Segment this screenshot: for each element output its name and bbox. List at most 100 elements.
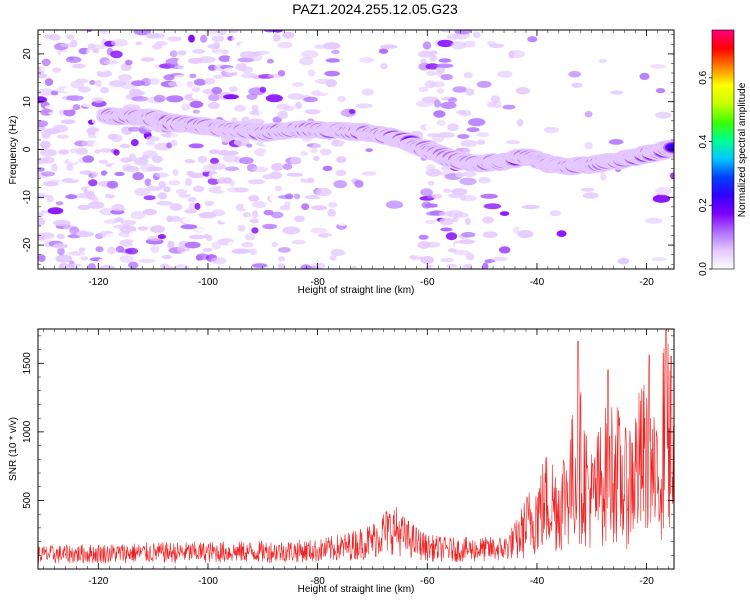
heatmap-cell [351, 265, 358, 269]
colorbar-ticks: 0.0 0.2 0.4 0.6 [698, 70, 712, 276]
heatmap-cell [549, 210, 561, 217]
heatmap-cell [320, 148, 332, 156]
heatmap-cell [341, 26, 352, 30]
heatmap-cell [650, 64, 666, 69]
heatmap-cell [119, 255, 135, 263]
heatmap-cell [65, 194, 78, 200]
heatmap-cell [46, 194, 54, 203]
heatmap-cell [452, 86, 467, 93]
heatmap-cell [243, 30, 261, 34]
heatmap-cell [154, 41, 168, 46]
heatmap-cell [83, 238, 95, 247]
heatmap-cell [424, 219, 437, 224]
heatmap-cell [282, 105, 295, 112]
heatmap-cell [48, 111, 63, 116]
heatmap-cell [307, 69, 315, 77]
heatmap-cell [476, 139, 486, 145]
heatmap-cell [44, 78, 54, 86]
heatmap-cell [213, 41, 220, 49]
spectrogram-x-axis-label: Height of straight line (km) [298, 285, 415, 296]
heatmap-cell [99, 264, 116, 269]
heatmap-cell [79, 170, 93, 175]
heatmap-cell [234, 187, 250, 193]
heatmap-cell [249, 248, 258, 256]
heatmap-cell [436, 119, 446, 126]
heatmap-cell [211, 173, 222, 180]
heatmap-cell [192, 109, 200, 114]
heatmap-cell [324, 70, 340, 77]
heatmap-cell [462, 171, 477, 177]
heatmap-cell [206, 234, 213, 242]
heatmap-cell [422, 41, 432, 50]
heatmap-cell [119, 239, 136, 247]
heatmap-cell [440, 101, 457, 109]
y-tick-label: 20 [22, 48, 33, 60]
heatmap-cell [325, 79, 337, 88]
heatmap-cell [325, 58, 341, 63]
heatmap-cell [380, 44, 398, 49]
heatmap-cell [556, 230, 567, 238]
heatmap-cell [285, 193, 294, 200]
heatmap-cell [279, 205, 291, 211]
heatmap-cell [274, 185, 283, 192]
colorbar-gradient [712, 30, 734, 269]
heatmap-cell [219, 203, 230, 208]
heatmap-cell [608, 139, 624, 145]
heatmap-cell [299, 66, 311, 72]
heatmap-cell [455, 172, 464, 178]
heatmap-cell [258, 108, 266, 116]
colorbar-tick-label: 0.0 [698, 262, 709, 276]
heatmap-cell [223, 67, 241, 73]
heatmap-cell [106, 180, 119, 189]
snr-ticks: -120 -100 -80 -60 -40 -20 500 1000 1500 [22, 329, 674, 587]
heatmap-cell [163, 186, 171, 193]
heatmap-cell [66, 164, 74, 171]
heatmap-cell [38, 167, 45, 172]
heatmap-cell [262, 223, 278, 230]
heatmap-cell [191, 92, 204, 100]
heatmap-cell [436, 63, 454, 69]
heatmap-cell [301, 203, 310, 211]
snr-panel: -120 -100 -80 -60 -40 -20 500 1000 1500 Height o… [8, 328, 675, 595]
heatmap-cell [293, 193, 301, 200]
heatmap-cell [175, 189, 188, 195]
heatmap-cell [38, 30, 48, 33]
heatmap-cell [211, 209, 225, 217]
heatmap-cell [440, 30, 452, 33]
heatmap-cell [111, 163, 125, 170]
heatmap-cell [425, 71, 437, 76]
snr-x-axis-label: Height of straight line (km) [298, 584, 415, 595]
heatmap-cell [57, 25, 73, 30]
heatmap-cell [215, 223, 222, 230]
heatmap-cell [111, 38, 128, 47]
heatmap-cell [174, 264, 190, 269]
heatmap-cell [460, 139, 478, 148]
heatmap-cell [49, 34, 61, 41]
heatmap-cell [271, 30, 284, 33]
heatmap-cell [189, 73, 197, 79]
heatmap-cell [580, 187, 595, 192]
heatmap-cell [247, 179, 265, 185]
heatmap-cell [251, 210, 259, 219]
heatmap-cell [472, 31, 481, 39]
heatmap-cell [87, 201, 105, 209]
heatmap-cell [229, 56, 236, 63]
heatmap-cell [385, 200, 404, 209]
heatmap-cell [94, 164, 101, 173]
heatmap-cell [125, 59, 133, 66]
heatmap-cell [328, 201, 338, 208]
heatmap-cell [598, 58, 608, 63]
heatmap-cell [217, 82, 230, 87]
heatmap-cell [87, 186, 104, 192]
heatmap-cell [40, 156, 55, 164]
heatmap-cell [471, 264, 483, 269]
colorbar: 0.0 0.2 0.4 0.6 Normalized spectral amplitu… [698, 29, 748, 276]
heatmap-cell [168, 180, 181, 186]
heatmap-cell [420, 256, 435, 264]
heatmap-cell [95, 246, 104, 253]
heatmap-cell [433, 99, 441, 108]
heatmap-cell [184, 177, 193, 187]
heatmap-cell [180, 224, 198, 230]
heatmap-cell [655, 111, 672, 119]
heatmap-cell [157, 192, 167, 200]
